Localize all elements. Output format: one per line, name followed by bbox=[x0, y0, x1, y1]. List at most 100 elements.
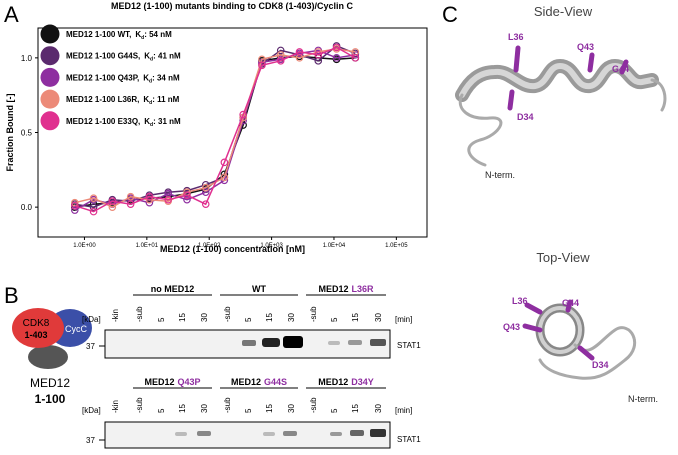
panel-label: A bbox=[4, 2, 19, 27]
residue-label: D34 bbox=[517, 112, 534, 122]
residue-label: Q43 bbox=[577, 42, 594, 52]
data-point bbox=[126, 192, 135, 201]
lane-label: -sub bbox=[309, 397, 318, 413]
data-point bbox=[201, 188, 210, 197]
data-point bbox=[89, 203, 98, 211]
lane-label: 15 bbox=[178, 313, 187, 322]
legend-kd-sub: d bbox=[150, 122, 153, 128]
lane-label: 5 bbox=[244, 317, 253, 322]
group-label: WT bbox=[252, 284, 266, 294]
lane-label: -sub bbox=[223, 306, 232, 322]
legend-entry: MED12 1-100 G44S, Kd: 41 nM bbox=[66, 52, 181, 63]
legend-kd-sub: d bbox=[149, 100, 152, 106]
group-label: MED12 L36R bbox=[318, 284, 374, 294]
y-tick-label: 0.5 bbox=[21, 129, 33, 138]
lane-label: -sub bbox=[135, 306, 144, 322]
data-point bbox=[276, 46, 285, 55]
legend-kd-text: : 54 nM bbox=[144, 30, 172, 39]
y-tick-label: 0.0 bbox=[21, 203, 33, 212]
complex-cartoon bbox=[12, 308, 92, 369]
group-label: MED12 Q43P bbox=[144, 377, 200, 387]
residue-label: G44 bbox=[562, 298, 579, 308]
marker-label: 37 bbox=[86, 342, 95, 351]
y-axis-label: Fraction Bound [-] bbox=[5, 94, 15, 172]
blot-2 bbox=[104, 421, 391, 449]
x-tick-label: 1.0E+01 bbox=[136, 243, 159, 249]
legend-marker bbox=[40, 111, 60, 131]
legend-kd: K bbox=[143, 95, 149, 104]
group-name: MED12 bbox=[231, 377, 261, 387]
lane-label: 5 bbox=[330, 408, 339, 413]
group-name: WT bbox=[252, 284, 266, 294]
y-tick-label: 1.0 bbox=[21, 54, 33, 63]
data-point bbox=[220, 158, 229, 167]
group-mutant: D34Y bbox=[351, 377, 374, 387]
group-name: MED12 bbox=[318, 377, 348, 387]
x-axis-label: MED12 (1-100) concentration [nM] bbox=[160, 244, 305, 254]
lane-label: 30 bbox=[200, 313, 209, 322]
med12-range: 1-100 bbox=[35, 392, 66, 406]
lane-label: 30 bbox=[374, 404, 383, 413]
data-point bbox=[276, 57, 285, 65]
lane-label: -kin bbox=[111, 309, 120, 322]
lane-label: 15 bbox=[265, 313, 274, 322]
top-title: Top-View bbox=[536, 250, 590, 265]
residue-label: N-term. bbox=[485, 170, 515, 180]
group-label: no MED12 bbox=[151, 284, 195, 294]
lane-label: -sub bbox=[223, 397, 232, 413]
legend-kd: K bbox=[135, 30, 141, 39]
legend-kd: K bbox=[144, 52, 150, 61]
group-name: no MED12 bbox=[151, 284, 195, 294]
lane-label: 5 bbox=[157, 317, 166, 322]
lane-label: -sub bbox=[309, 306, 318, 322]
legend-entry: MED12 1-100 WT, Kd: 54 nM bbox=[66, 30, 172, 41]
panel-label: B bbox=[4, 283, 19, 308]
legend-name: MED12 1-100 E33Q, bbox=[66, 117, 140, 126]
kda-label: [kDa] bbox=[82, 315, 101, 324]
legend-kd: K bbox=[143, 73, 149, 82]
cdk8-label: CDK8 bbox=[23, 318, 50, 329]
lane-label: 15 bbox=[265, 404, 274, 413]
legend-kd-text: : 41 nM bbox=[153, 52, 181, 61]
legend-kd-sub: d bbox=[150, 57, 153, 63]
residue-label: D34 bbox=[592, 360, 609, 370]
data-point bbox=[332, 43, 341, 52]
data-point bbox=[201, 200, 210, 208]
side-title: Side-View bbox=[534, 4, 593, 19]
lane-label: 30 bbox=[200, 404, 209, 413]
legend-kd-text: : 34 nM bbox=[152, 73, 180, 82]
data-point bbox=[201, 183, 210, 192]
data-point bbox=[126, 200, 135, 208]
min-label: [min] bbox=[395, 315, 412, 324]
group-mutant: G44S bbox=[264, 377, 287, 387]
cycc-label: CycC bbox=[65, 324, 87, 334]
data-point bbox=[295, 48, 304, 56]
lane-label: 30 bbox=[287, 404, 296, 413]
chart-title: MED12 (1-100) mutants binding to CDK8 (1… bbox=[111, 1, 354, 11]
lane-label: 30 bbox=[287, 313, 296, 322]
residue-label: L36 bbox=[512, 296, 528, 306]
residue-label: Q43 bbox=[503, 322, 520, 332]
x-tick-label: 1.0E+02 bbox=[198, 243, 221, 249]
x-tick-label: 1.0E+04 bbox=[323, 243, 346, 249]
group-label: MED12 D34Y bbox=[318, 377, 374, 387]
legend-marker bbox=[40, 46, 60, 66]
data-point bbox=[239, 110, 247, 119]
data-point bbox=[258, 61, 266, 70]
data-point bbox=[89, 207, 98, 216]
group-name: MED12 bbox=[144, 377, 174, 387]
legend-entry: MED12 1-100 L36R, Kd: 11 nM bbox=[66, 95, 180, 106]
data-point bbox=[314, 51, 323, 59]
legend-kd-text: : 11 nM bbox=[152, 95, 179, 104]
lane-label: 5 bbox=[244, 408, 253, 413]
fit-line bbox=[74, 46, 356, 213]
side-structure bbox=[455, 45, 667, 167]
legend-marker bbox=[40, 67, 60, 87]
legend-name: MED12 1-100 G44S, bbox=[66, 52, 140, 61]
group-mutant: Q43P bbox=[178, 377, 201, 387]
group-label: MED12 G44S bbox=[231, 377, 287, 387]
legend-marker bbox=[40, 89, 60, 109]
legend-marker bbox=[40, 24, 60, 44]
lane-label: 15 bbox=[351, 313, 360, 322]
x-tick-label: 1.0E+05 bbox=[385, 243, 408, 249]
